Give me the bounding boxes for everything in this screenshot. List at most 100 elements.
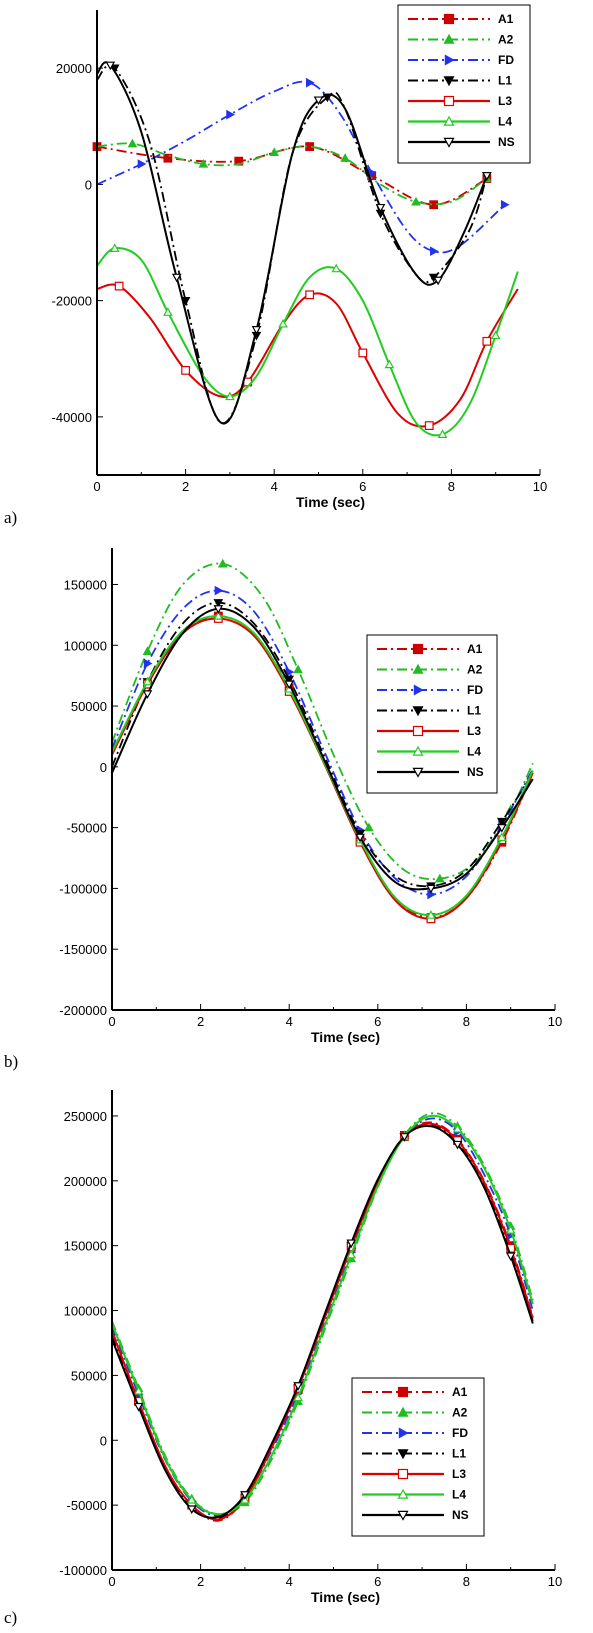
data-point-l4 (497, 832, 507, 841)
legend-marker-a2 (397, 1406, 409, 1417)
data-point-ns (346, 1239, 357, 1249)
data-point-l3 (305, 290, 315, 300)
chart-panel-a: 0 2 4 6 8 10 20000 0 -20000 -40000 Time (sec) A1 A2 F… (0, 0, 593, 540)
data-point-ns (482, 172, 492, 181)
series-line-l1 (111, 601, 534, 888)
series-line-l4 (111, 615, 534, 917)
series-line-l4 (111, 1114, 534, 1516)
legend-label-l4: L4 (452, 1488, 466, 1502)
x-tick-label: 6 (374, 1014, 381, 1029)
data-point-a2 (340, 153, 350, 162)
data-point-l4 (505, 1225, 516, 1234)
y-tick-label: 100000 (64, 1304, 107, 1319)
legend-label-l3: L3 (452, 1467, 466, 1481)
series-markers-fd (137, 77, 510, 257)
series-markers-ns (142, 605, 507, 894)
series-markers-l4 (109, 243, 501, 438)
data-point-a2 (198, 158, 209, 168)
y-tick-label: 200000 (64, 1174, 107, 1189)
y-tick-label: 150000 (64, 1239, 107, 1254)
legend-label-ns: NS (498, 135, 515, 149)
x-tick-label: 10 (548, 1014, 562, 1029)
data-point-l4 (490, 330, 501, 340)
data-point-l4 (346, 1249, 357, 1259)
data-point-ns (293, 1382, 303, 1391)
x-tick-label: 6 (359, 479, 366, 494)
series-line-ns (111, 607, 534, 891)
data-point-ns (452, 1140, 463, 1150)
y-tick-label: 50000 (71, 1368, 107, 1383)
data-point-l1 (213, 599, 224, 608)
chart-c-svg: 0 2 4 6 8 10 250000 200000 150000 100000 50000 0 -50… (59, 1090, 562, 1605)
legend-label-l1: L1 (498, 74, 512, 88)
data-point-l3 (482, 336, 492, 346)
data-point-l4 (142, 676, 153, 686)
y-tick-label: 150000 (64, 577, 107, 592)
legend-marker-a1 (397, 1386, 409, 1398)
x-tick-label: 4 (286, 1574, 293, 1589)
legend-marker-l3 (443, 95, 455, 107)
legend-marker-ns (412, 767, 424, 778)
legend-marker-a2 (443, 33, 455, 44)
data-point-ns (375, 203, 386, 213)
legend-marker-a2 (412, 663, 424, 674)
data-point-ns (133, 1402, 144, 1412)
y-tick-label: -40000 (52, 410, 92, 425)
y-tick-label: -200000 (59, 1003, 107, 1018)
series-line-l4 (96, 247, 519, 437)
legend-label-a1: A1 (498, 12, 514, 26)
y-tick-label: 20000 (56, 61, 92, 76)
legend-box (366, 634, 498, 794)
y-tick-label: 0 (100, 760, 107, 775)
legend-marker-l1 (443, 76, 455, 87)
data-point-ns (426, 884, 436, 894)
legend-label-a2: A2 (452, 1406, 468, 1420)
legend-label-l3: L3 (467, 724, 481, 738)
series-line-fd (111, 589, 534, 896)
legend-box (397, 4, 531, 164)
data-point-l4 (133, 1385, 144, 1395)
data-point-ns (240, 1491, 250, 1500)
series-line-a2 (111, 1112, 534, 1516)
legend-label-l4: L4 (467, 745, 481, 759)
legend-label-fd: FD (467, 683, 483, 697)
data-point-ns (497, 823, 507, 833)
data-point-ns (186, 1505, 197, 1515)
series-line-l3 (96, 283, 519, 428)
data-point-l4 (186, 1494, 197, 1504)
y-tick-label: -100000 (59, 1563, 107, 1578)
panel-label-a: a) (4, 508, 18, 527)
data-point-ns (399, 1133, 410, 1142)
legend-marker-l4 (397, 1488, 409, 1499)
data-point-l4 (213, 611, 224, 620)
data-point-l4 (426, 910, 436, 919)
x-tick-label: 10 (548, 1574, 562, 1589)
data-point-fd (306, 77, 315, 88)
data-point-ns (171, 273, 182, 283)
x-tick-label: 0 (108, 1014, 115, 1029)
series-markers-ns (105, 61, 492, 335)
y-tick-label: -50000 (67, 821, 107, 836)
chart-a-svg: 0 2 4 6 8 10 20000 0 -20000 -40000 Time (sec) A1 A2 F… (52, 4, 547, 510)
data-point-ns (213, 605, 224, 614)
data-point-l3 (181, 365, 191, 375)
x-tick-label: 4 (271, 479, 278, 494)
legend-label-ns: NS (467, 765, 484, 779)
panel-label-b: b) (4, 1052, 19, 1071)
legend-label-l1: L1 (452, 1447, 466, 1461)
data-point-ns (142, 690, 153, 699)
legend-label-l1: L1 (467, 704, 481, 718)
series-line-ns (96, 61, 488, 425)
legend-box (351, 1377, 485, 1537)
data-point-l4 (278, 318, 288, 328)
legend-label-l4: L4 (498, 115, 512, 129)
y-tick-label: 50000 (71, 699, 107, 714)
legend-label-a2: A2 (498, 33, 514, 47)
data-point-l4 (437, 429, 448, 438)
data-point-l4 (384, 359, 395, 369)
data-point-a2 (364, 822, 374, 832)
y-tick-label: 100000 (64, 638, 107, 653)
legend-label-fd: FD (452, 1426, 468, 1440)
data-point-l4 (331, 263, 342, 273)
series-markers-l3 (114, 281, 492, 430)
